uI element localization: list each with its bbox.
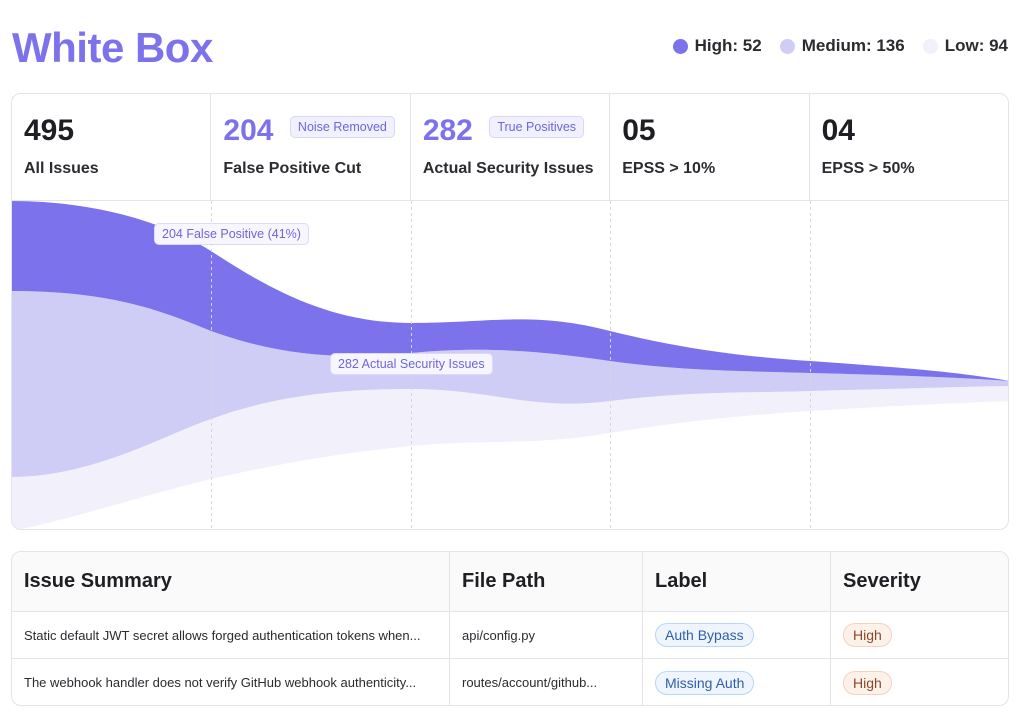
stat-label: All Issues xyxy=(24,160,99,177)
severity-legend: High: 52 Medium: 136 Low: 94 xyxy=(672,36,1008,56)
legend-high-dot xyxy=(672,38,688,54)
table-header-row: Issue Summary File Path Label Severity xyxy=(12,552,1008,612)
stat-label: EPSS > 10% xyxy=(622,160,716,177)
stat-value: 05 xyxy=(622,114,656,147)
legend-low: Low: 94 xyxy=(922,36,1008,56)
stat-value: 204 xyxy=(223,114,274,147)
issue-label-badge: Missing Auth xyxy=(655,670,755,695)
header-issue-summary[interactable]: Issue Summary xyxy=(12,552,450,611)
severity-cell: High xyxy=(831,659,1008,705)
stat-label: False Positive Cut xyxy=(223,160,362,177)
stat-epss-10: 05 EPSS > 10% xyxy=(610,94,810,200)
flow-medium-band xyxy=(12,291,1008,477)
table-row[interactable]: Static default JWT secret allows forged … xyxy=(12,612,1008,659)
issue-summary-cell: Static default JWT secret allows forged … xyxy=(12,612,450,658)
stat-actual-issues: 282 True Positives Actual Security Issue… xyxy=(411,94,611,200)
legend-low-label: Low: 94 xyxy=(944,36,1008,55)
flow-high-band xyxy=(12,201,1008,381)
issue-summary-cell: The webhook handler does not verify GitH… xyxy=(12,659,450,705)
legend-high: High: 52 xyxy=(672,36,762,56)
file-path-text: api/config.py xyxy=(462,627,535,643)
stat-all-issues: 495 All Issues xyxy=(12,94,212,200)
actual-issues-flow-label: 282 Actual Security Issues xyxy=(330,353,493,375)
legend-medium-label: Medium: 136 xyxy=(801,36,905,55)
severity-cell: High xyxy=(831,612,1008,658)
issue-label-badge: Auth Bypass xyxy=(655,623,754,647)
header-severity[interactable]: Severity xyxy=(843,570,921,592)
funnel-panel: 495 All Issues 204 Noise Removed False P… xyxy=(11,93,1009,530)
flow-low-band xyxy=(12,386,1008,529)
label-cell: Missing Auth xyxy=(643,659,831,705)
stat-label: EPSS > 50% xyxy=(821,160,915,177)
severity-badge: High xyxy=(843,623,892,647)
legend-high-label: High: 52 xyxy=(694,36,762,55)
false-positive-flow-label: 204 False Positive (41%) xyxy=(154,223,309,245)
stat-epss-50: 04 EPSS > 50% xyxy=(810,94,1008,200)
header-file-path[interactable]: File Path xyxy=(450,552,643,611)
file-path-cell: api/config.py xyxy=(450,612,643,658)
stats-row: 495 All Issues 204 Noise Removed False P… xyxy=(12,94,1008,201)
header-label[interactable]: Label xyxy=(643,552,831,611)
issues-table: Issue Summary File Path Label Severity S… xyxy=(11,551,1009,706)
stat-value: 04 xyxy=(821,114,855,147)
issue-summary-text: Static default JWT secret allows forged … xyxy=(24,627,421,643)
table-row[interactable]: The webhook handler does not verify GitH… xyxy=(12,659,1008,705)
stat-value: 282 xyxy=(422,114,473,147)
legend-medium: Medium: 136 xyxy=(779,36,905,56)
stat-false-positive: 204 Noise Removed False Positive Cut xyxy=(211,94,411,200)
file-path-text: routes/account/github... xyxy=(462,675,598,690)
issue-summary-text: The webhook handler does not verify GitH… xyxy=(24,675,417,690)
severity-badge: High xyxy=(843,670,892,695)
stat-label: Actual Security Issues xyxy=(422,160,594,177)
page-title: White Box xyxy=(12,24,213,71)
noise-removed-badge: Noise Removed xyxy=(289,116,395,138)
legend-medium-dot xyxy=(779,38,795,54)
file-path-cell: routes/account/github... xyxy=(450,659,643,705)
label-cell: Auth Bypass xyxy=(643,612,831,658)
funnel-flow-chart xyxy=(12,201,1008,529)
stat-value: 495 xyxy=(24,114,75,147)
legend-low-dot xyxy=(922,38,938,54)
true-positives-badge: True Positives xyxy=(489,116,585,138)
